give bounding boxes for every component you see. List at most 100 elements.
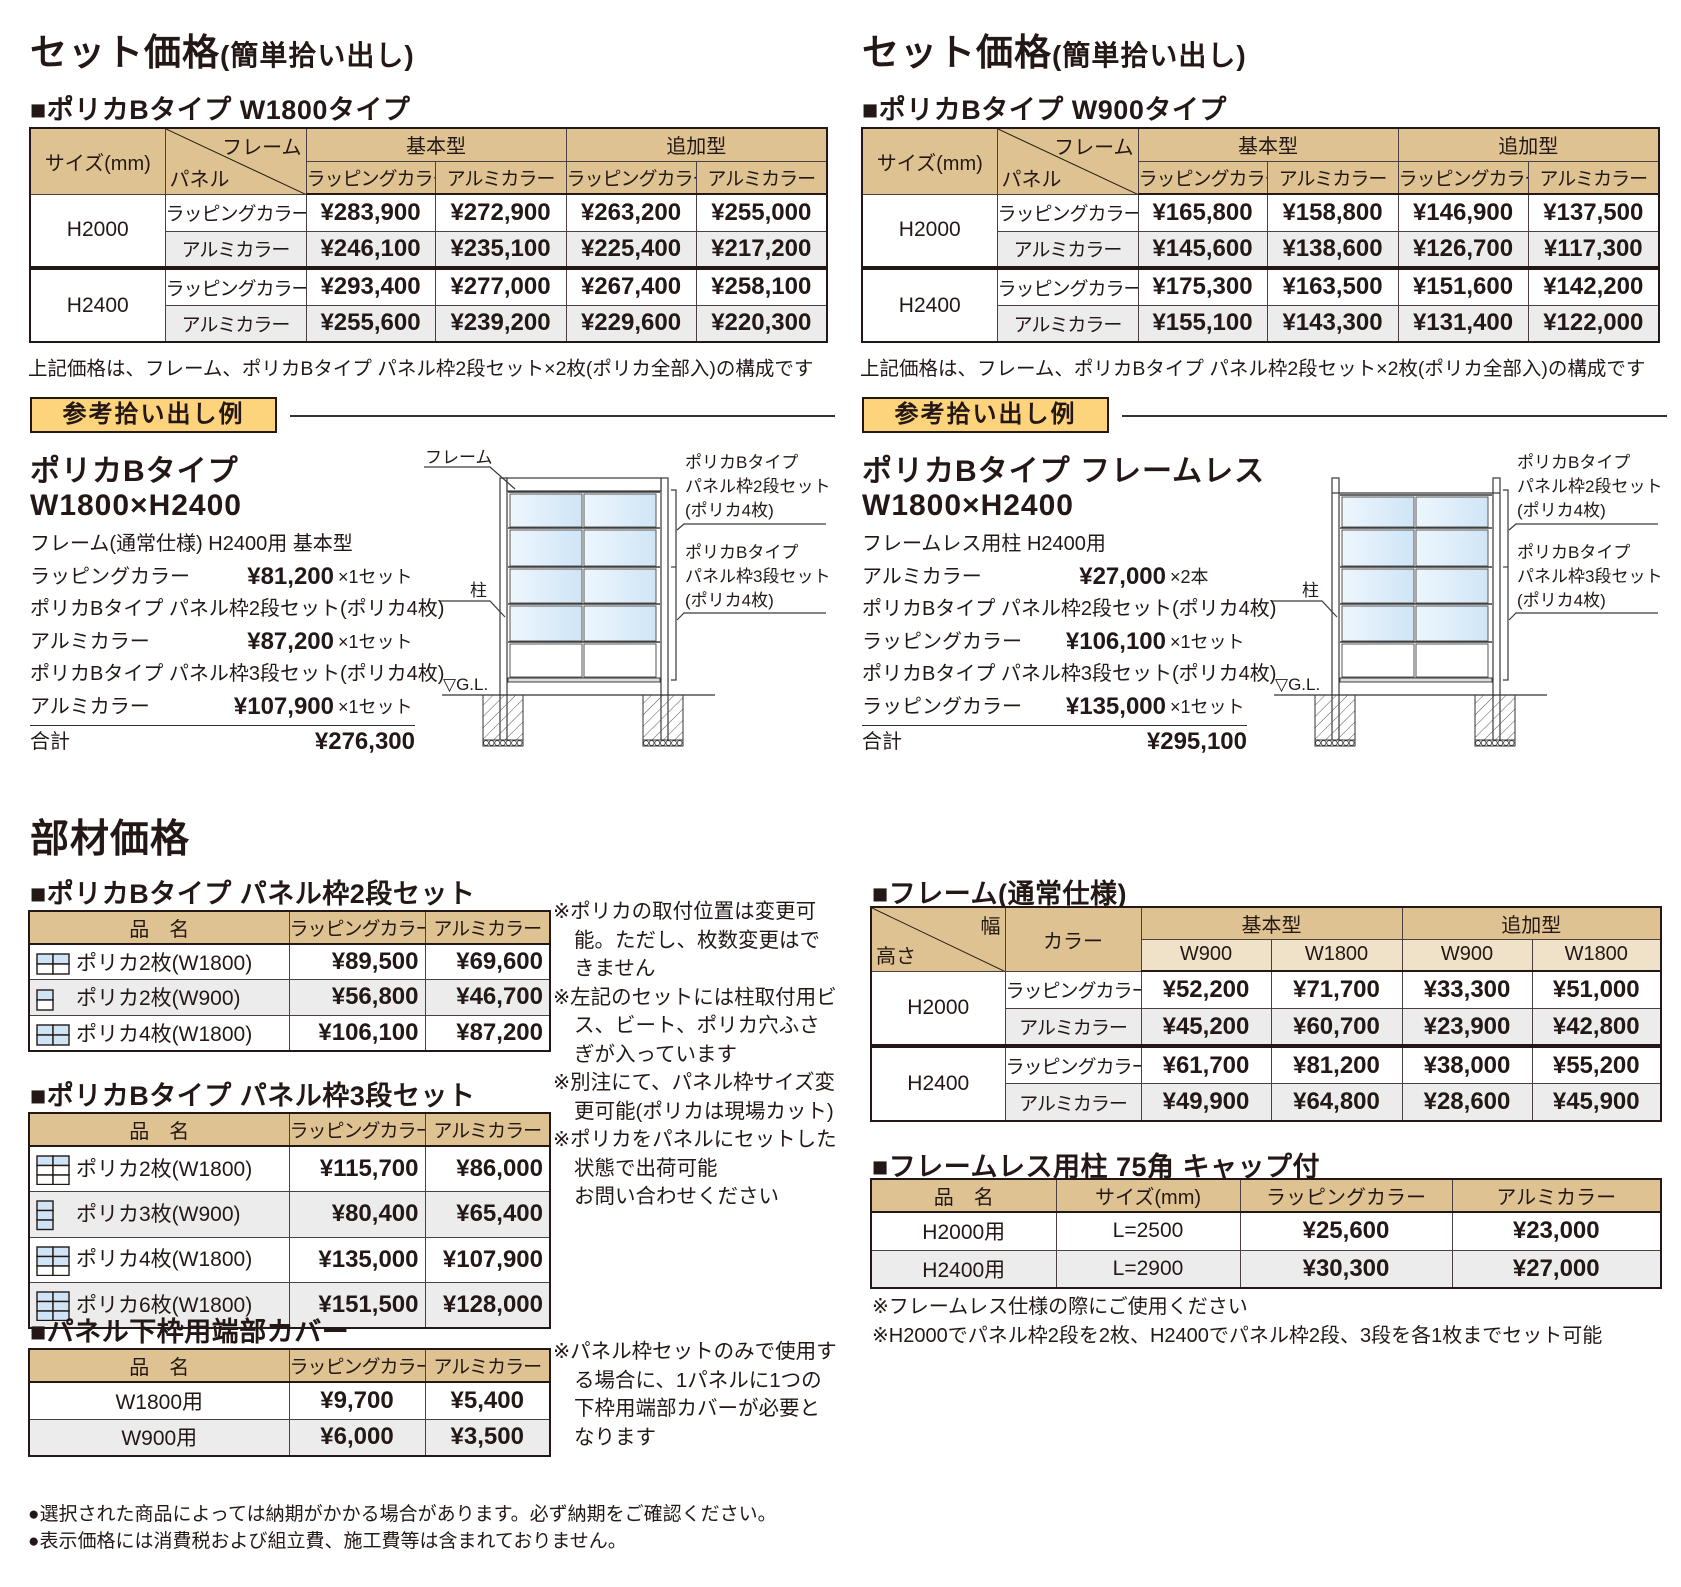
table-row: アルミカラー ¥45,200 ¥60,700 ¥23,900 ¥42,800 (871, 1008, 1662, 1047)
price-cell: ¥146,900 (1397, 193, 1529, 232)
example-item-desc: フレーム(通常仕様) H2400用 基本型 (30, 533, 353, 555)
header-row: 品 名サイズ(mm) ラッピングカラー アルミカラー (870, 1178, 1662, 1213)
gravel (1480, 740, 1487, 746)
price-cell: ¥80,400 (288, 1191, 426, 1238)
example-item-price-row: アルミカラー ¥107,900 ×1セット (30, 691, 415, 724)
pane (52, 1155, 70, 1167)
diagonal-line (166, 129, 304, 193)
pane (52, 1264, 70, 1276)
icon-slot (36, 1155, 76, 1186)
gravel (1326, 740, 1333, 746)
frame-label: フレーム (425, 448, 493, 467)
gravel (659, 740, 666, 746)
price-cell: ¥51,000 (1531, 970, 1662, 1009)
price-cell: ¥89,500 (288, 943, 426, 980)
price-cell: ¥45,200 (1140, 1008, 1272, 1047)
group-header: 追加型 (1401, 906, 1662, 940)
polycarbonate-pane (583, 529, 657, 567)
pane (52, 953, 70, 966)
example-item-price: ¥87,200 (247, 627, 334, 655)
polycarbonate-pane (509, 568, 583, 604)
price-cell: ¥122,000 (1527, 304, 1660, 343)
table-row: ポリカ4枚(W1800) ¥135,000 ¥107,900 (28, 1236, 551, 1283)
color-header: ラッピングカラー (565, 160, 697, 195)
column-header: アルミカラー (1451, 1178, 1662, 1213)
width-header: W1800 (1531, 938, 1662, 972)
example-badge: 参考拾い出し例 (862, 397, 1109, 433)
polycarbonate-pane (1415, 529, 1489, 567)
pane (36, 1255, 54, 1267)
price-cell: ¥229,600 (565, 304, 697, 343)
header-row: サイズ(mm) フレーム パネル 基本型 追加型 (861, 127, 1660, 195)
icon-slot (36, 1200, 76, 1231)
gravel (1315, 740, 1321, 746)
color-header: アルミカラー (434, 160, 567, 195)
example-block: ポリカBタイプ W1800×H2400 フレーム(通常仕様) H2400用 基本型ラ… (30, 455, 444, 758)
price-cell: ¥258,100 (695, 266, 828, 306)
price-cell: ¥283,900 (305, 193, 436, 232)
price-cell: ¥115,700 (288, 1145, 426, 1192)
pane (52, 1310, 70, 1322)
pane (52, 1291, 70, 1303)
price-cell: ¥143,300 (1266, 304, 1399, 343)
example-item-qty: ×1セット (338, 631, 413, 652)
table-row: W1800用 ¥9,700 ¥5,400 (28, 1381, 551, 1420)
fence-diagram: ポリカBタイプパネル枠2段セット(ポリカ4枚)ポリカBタイプパネル枠3段セット(… (424, 448, 830, 747)
foundation (482, 694, 524, 741)
table-title: ■パネル下枠用端部カバー (30, 1317, 350, 1347)
size-cell: H2400 (29, 266, 166, 343)
pane (52, 1024, 70, 1036)
section-title-main: セット価格 (862, 32, 1052, 73)
footer-note: ●選択された商品によっては納期がかかる場合があります。必ず納期をご確認ください。 (28, 1504, 777, 1525)
example-item-qty: ×1セット (1170, 631, 1245, 652)
gravel (676, 740, 683, 746)
example-item-price-row: ラッピングカラー ¥106,100 ×1セット (862, 626, 1247, 659)
header-bottom-left: 高さ (876, 945, 916, 968)
parts-title: 部材価格 (30, 818, 191, 861)
table-row: H2400 ラッピングカラー ¥61,700 ¥81,200 ¥38,000 ¥55,20… (870, 1044, 1662, 1122)
price-cell: ¥163,500 (1266, 266, 1399, 306)
gravel (1508, 740, 1515, 746)
example-item-color: ラッピングカラー (30, 565, 190, 588)
header-top-right: フレーム (1054, 137, 1134, 159)
post-label: 柱 (1302, 581, 1319, 600)
panel-color-cell: アルミカラー (164, 230, 307, 269)
price-cell: ¥263,200 (565, 193, 697, 232)
gravel (1320, 740, 1327, 746)
group-header: 追加型 (1397, 127, 1660, 162)
polycarbonate-pane (1415, 568, 1489, 604)
example-item-price: ¥107,900 (233, 692, 334, 720)
table-body: 品 名ラッピングカラー アルミカラー ポリカ2枚(W1800) ¥89,500 ¥69,… (28, 910, 551, 1051)
lower-panel-label: ポリカBタイプ (1517, 543, 1630, 562)
price-cell: ¥25,600 (1239, 1211, 1453, 1251)
gravel (1331, 740, 1338, 746)
gravel (488, 740, 495, 746)
panel2-4pc-w1800-icon (36, 1024, 70, 1046)
price-cell: ¥255,600 (305, 304, 436, 343)
price-cell: ¥28,600 (1401, 1083, 1533, 1122)
price-cell: ¥107,900 (424, 1236, 551, 1283)
item-name-cell: W1800用 (28, 1381, 290, 1420)
section-title-sub: (簡単拾い出し) (220, 40, 415, 71)
price-cell: ¥42,800 (1531, 1008, 1662, 1047)
gravel (505, 740, 512, 746)
pane (52, 1255, 70, 1267)
price-cell: ¥5,400 (424, 1381, 551, 1420)
gravel (511, 740, 517, 746)
polycarbonate-pane (509, 605, 583, 642)
lower-panel-label: (ポリカ4枚) (1517, 591, 1606, 610)
pane (36, 1200, 54, 1212)
table-body: 品 名ラッピングカラー アルミカラー ポリカ2枚(W1800) ¥115,700 ¥86… (28, 1112, 551, 1329)
price-cell: ¥235,100 (434, 230, 567, 269)
pane (52, 963, 70, 976)
gravel (516, 740, 523, 746)
price-cell: ¥3,500 (424, 1418, 551, 1457)
table-row: ポリカ2枚(W1800) ¥115,700 ¥86,000 (28, 1145, 551, 1192)
frame-top-bar (506, 477, 662, 492)
diagram-group: ポリカBタイプパネル枠2段セット(ポリカ4枚)ポリカBタイプパネル枠3段セット(… (424, 448, 830, 747)
price-cell: ¥267,400 (565, 266, 697, 306)
note-text: ※ポリカの取付位置は変更可能。ただし、枚数変更はできません (553, 900, 820, 980)
pane (36, 1155, 54, 1167)
column-header: サイズ(mm) (1055, 1178, 1241, 1213)
price-cell: ¥225,400 (565, 230, 697, 269)
